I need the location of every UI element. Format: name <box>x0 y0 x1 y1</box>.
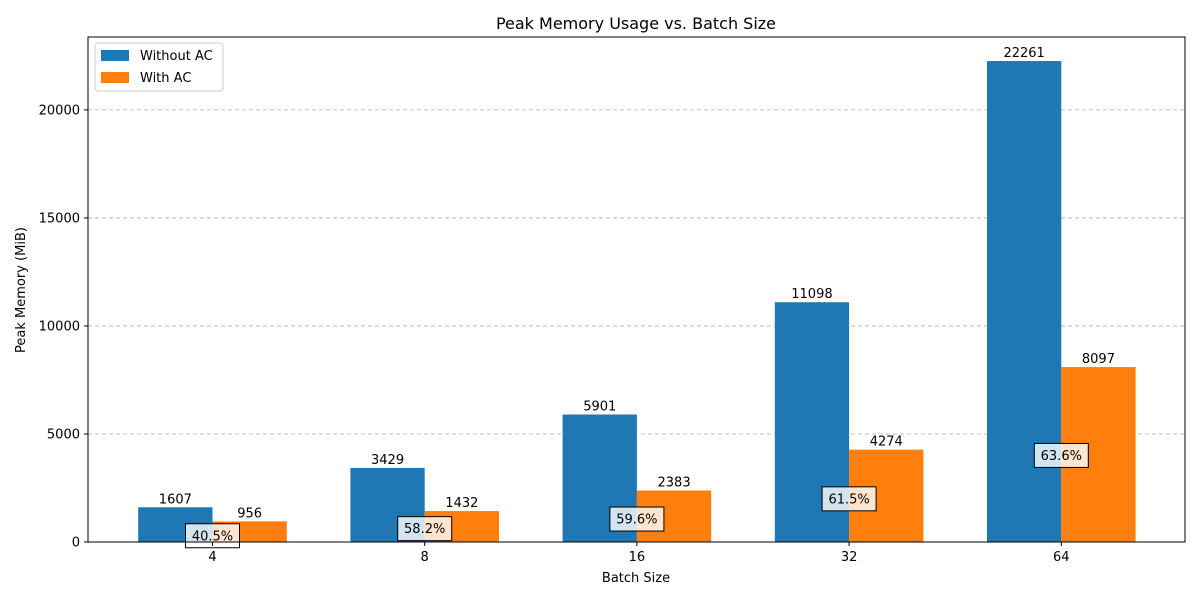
bar-value-label: 22261 <box>1003 46 1044 61</box>
bar-value-label: 8097 <box>1082 352 1115 367</box>
y-tick-label: 0 <box>72 536 80 551</box>
bar-value-label: 1432 <box>445 496 478 511</box>
x-tick-label: 8 <box>421 550 429 565</box>
reduction-label-text: 58.2% <box>404 522 445 537</box>
reduction-label: 63.6% <box>1033 442 1089 468</box>
bar-value-label: 2383 <box>658 476 691 491</box>
reduction-label: 61.5% <box>821 486 877 512</box>
bar-value-label: 1607 <box>159 492 192 507</box>
bar-value-label: 11098 <box>791 287 832 302</box>
bar-value-label: 956 <box>237 506 262 521</box>
legend: Without AC With AC <box>94 42 224 92</box>
legend-label-with-ac: With AC <box>140 71 191 86</box>
y-tick-label: 15000 <box>39 211 80 226</box>
legend-swatch-without-ac <box>101 50 129 61</box>
bar-without-ac <box>987 61 1062 542</box>
x-tick-label: 32 <box>841 550 858 565</box>
legend-label-without-ac: Without AC <box>140 49 213 64</box>
x-tick-label: 64 <box>1053 550 1070 565</box>
bar-value-label: 5901 <box>583 400 616 415</box>
reduction-label-box <box>397 516 453 542</box>
reduction-label-box <box>609 506 665 532</box>
x-axis-ticks: 4 8 16 32 64 <box>208 542 1070 565</box>
reduction-label-text: 63.6% <box>1041 449 1082 464</box>
y-axis-ticks: 0 5000 10000 15000 20000 <box>39 103 88 551</box>
reduction-label: 59.6% <box>609 506 665 532</box>
chart-title: Peak Memory Usage vs. Batch Size <box>496 14 776 33</box>
bars <box>138 61 1136 542</box>
y-axis-label: Peak Memory (MiB) <box>14 227 29 353</box>
reduction-label-box <box>1033 442 1089 468</box>
legend-swatch-with-ac <box>101 72 129 83</box>
reduction-label-text: 59.6% <box>616 513 657 528</box>
bar-value-label: 3429 <box>371 453 404 468</box>
y-tick-label: 5000 <box>47 427 80 442</box>
x-axis-label: Batch Size <box>602 571 670 586</box>
x-tick-label: 4 <box>208 550 216 565</box>
y-tick-label: 10000 <box>39 319 80 334</box>
reduction-label-text: 61.5% <box>828 492 869 507</box>
reduction-label-text: 40.5% <box>192 529 233 544</box>
bar-value-label: 4274 <box>870 435 903 450</box>
x-tick-label: 16 <box>629 550 646 565</box>
reduction-label: 58.2% <box>397 516 453 542</box>
reduction-label-box <box>821 486 877 512</box>
y-tick-label: 20000 <box>39 103 80 118</box>
bar-value-labels: 1607 3429 5901 11098 22261 956 1432 2383 4274 809… <box>159 46 1115 521</box>
